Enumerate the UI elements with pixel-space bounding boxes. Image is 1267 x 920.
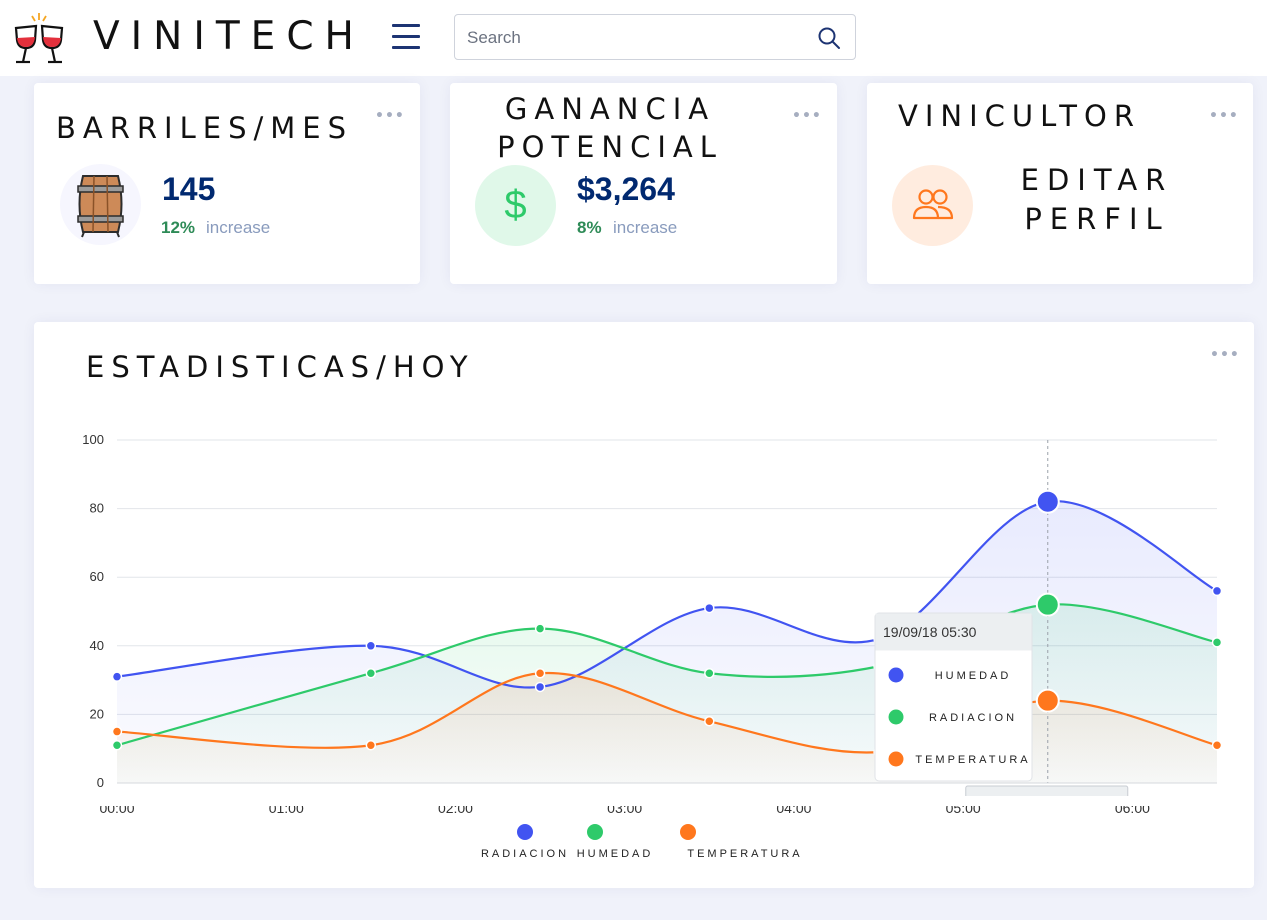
editar-perfil-line1: EDITAR (1020, 163, 1174, 197)
search-bar (454, 14, 856, 60)
data-point[interactable] (704, 602, 715, 614)
legend-marker-radiacion[interactable] (517, 824, 533, 840)
tooltip-label: RADIACION (929, 712, 1017, 724)
legend-label-humedad[interactable]: HUMEDAD (577, 848, 654, 860)
wine-glasses-icon[interactable] (10, 10, 68, 68)
brand-name[interactable]: VINITECH (93, 14, 365, 59)
data-point[interactable] (1035, 489, 1060, 514)
card-title: GANANCIA POTENCIAL (450, 90, 770, 166)
data-point[interactable] (534, 623, 546, 634)
tooltip-marker (888, 667, 904, 683)
data-point[interactable] (111, 671, 123, 682)
tooltip-header (875, 613, 1032, 651)
ganancia-increase-label: increase (613, 218, 678, 237)
users-icon (912, 189, 954, 220)
y-tick-label: 0 (97, 775, 104, 790)
legend-marker-temperatura[interactable] (680, 824, 696, 840)
tooltip-label: HUMEDAD (935, 670, 1012, 682)
axis-mask (34, 796, 1254, 806)
card-title-line1: GANANCIA (504, 92, 716, 126)
tooltip-marker (888, 709, 904, 725)
y-tick-label: 80 (90, 501, 104, 516)
legend-label-radiacion[interactable]: RADIACION (481, 848, 569, 860)
data-point[interactable] (1211, 585, 1223, 597)
estadisticas-card: ESTADISTICAS/HOY ••• 0 20 40 60 80 100 00:00 01… (34, 322, 1254, 888)
search-icon[interactable] (817, 26, 841, 50)
more-dots-icon[interactable]: ••• (792, 108, 822, 124)
data-point[interactable] (365, 740, 377, 751)
y-tick-label: 100 (82, 432, 104, 447)
tooltip-title: 19/09/18 05:30 (883, 624, 977, 640)
svg-text:$: $ (504, 183, 526, 227)
vinicultor-card: VINICULTOR ••• EDITAR PERFIL (867, 83, 1253, 284)
legend-marker-humedad[interactable] (587, 824, 603, 840)
y-tick-label: 40 (90, 638, 104, 653)
menu-toggle-button[interactable] (392, 24, 424, 52)
y-tick-label: 60 (90, 569, 104, 584)
legend-label-temperatura[interactable]: TEMPERATURA (687, 848, 802, 860)
data-point[interactable] (111, 740, 123, 751)
chart-tooltip (874, 612, 1033, 782)
y-tick-label: 20 (90, 706, 104, 721)
tooltip-marker (888, 751, 904, 767)
barrel-icon-circle (60, 164, 141, 245)
data-point[interactable] (704, 716, 715, 727)
card-title: BARRILES/MES (56, 111, 353, 145)
hamburger-line (392, 35, 420, 38)
data-point[interactable] (1211, 740, 1223, 751)
barriles-card: BARRILES/MES ••• 145 12% increase (34, 83, 420, 284)
hamburger-line (392, 46, 420, 49)
dollar-icon-circle: $ (475, 165, 556, 246)
data-point[interactable] (365, 667, 377, 679)
tooltip-label: TEMPERATURA (915, 754, 1030, 766)
data-point[interactable] (111, 726, 123, 737)
data-point[interactable] (1035, 688, 1060, 713)
data-point[interactable] (1211, 637, 1223, 648)
more-dots-icon[interactable]: ••• (1210, 347, 1240, 363)
ganancia-card: GANANCIA POTENCIAL ••• $ $3,264 8% incre… (450, 83, 837, 284)
data-point[interactable] (365, 640, 377, 652)
data-point[interactable] (704, 667, 715, 679)
editar-perfil-button[interactable]: EDITAR PERFIL (1015, 161, 1179, 239)
ganancia-percent: 8% (577, 218, 602, 237)
users-icon-circle (892, 165, 973, 246)
data-point[interactable] (534, 681, 546, 693)
data-point[interactable] (534, 667, 546, 679)
more-dots-icon[interactable]: ••• (375, 108, 405, 124)
barriles-increase-label: increase (206, 218, 271, 237)
editar-perfil-line2: PERFIL (1024, 202, 1170, 236)
barriles-percent: 12% (161, 218, 196, 237)
dollar-icon: $ (504, 183, 526, 227)
ganancia-value: $3,264 (577, 171, 675, 207)
data-point[interactable] (1035, 592, 1060, 617)
more-dots-icon[interactable]: ••• (1209, 108, 1239, 124)
hamburger-icon (392, 24, 420, 27)
barrel-icon (77, 175, 124, 238)
card-title: VINICULTOR (898, 99, 1141, 133)
top-header: VINITECH (0, 0, 1267, 76)
search-input[interactable] (465, 25, 809, 51)
card-title-line2: POTENCIAL (497, 130, 723, 164)
barriles-value: 145 (162, 171, 216, 207)
chart-title: ESTADISTICAS/HOY (86, 350, 475, 384)
